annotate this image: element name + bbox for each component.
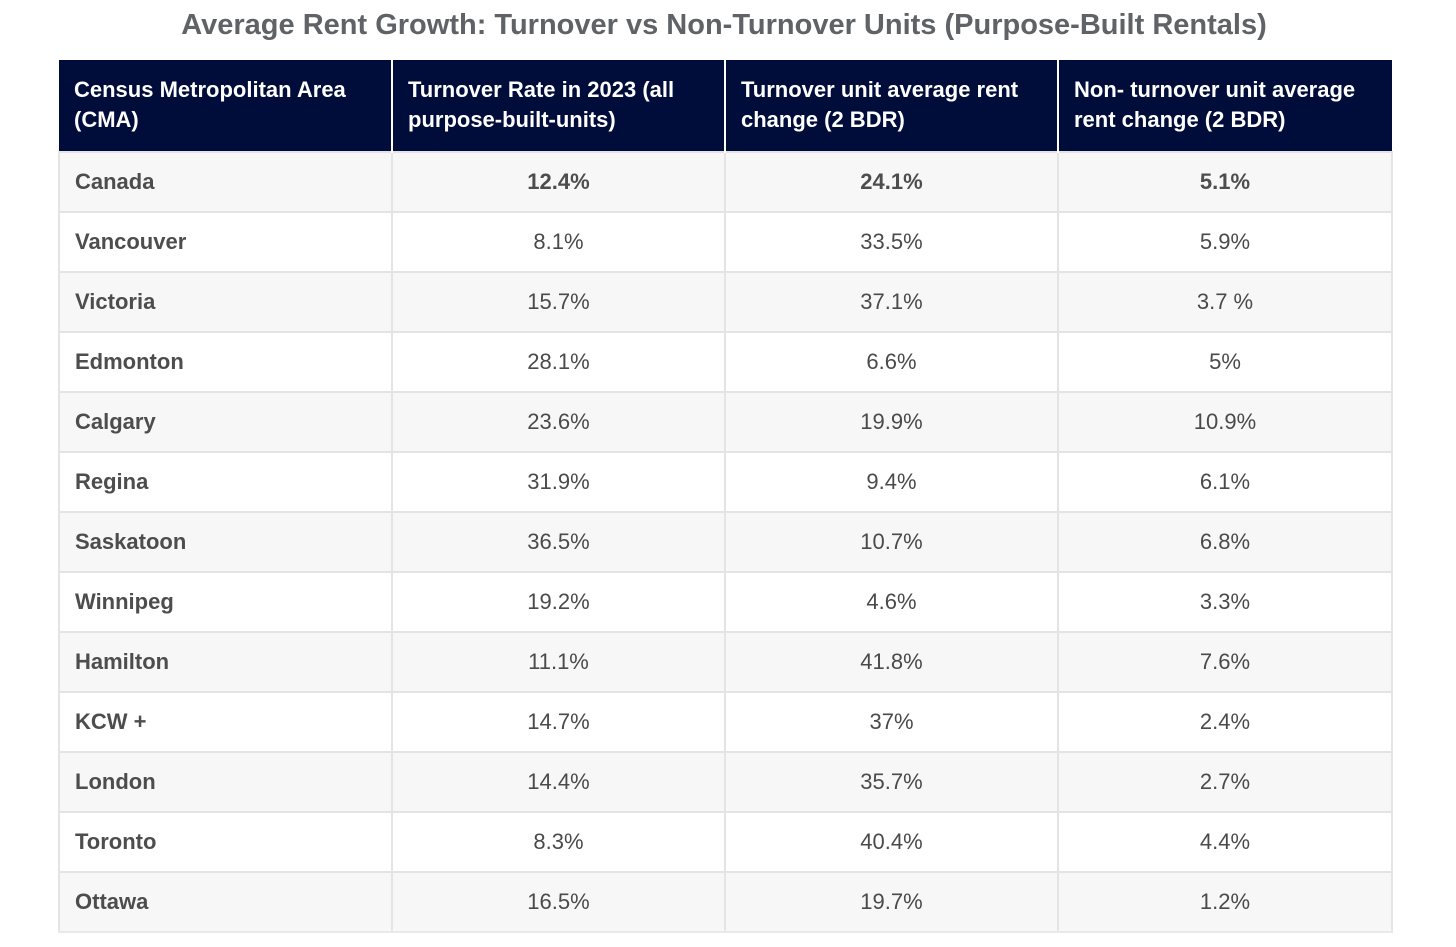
non-turnover-change-cell: 10.9% (1057, 391, 1393, 453)
turnover-change-cell: 24.1% (724, 151, 1059, 213)
turnover-rate-cell: 31.9% (391, 451, 726, 513)
turnover-rate-cell: 36.5% (391, 511, 726, 573)
turnover-change-cell: 40.4% (724, 811, 1059, 873)
cma-name-cell: Winnipeg (58, 571, 393, 633)
turnover-change-cell: 4.6% (724, 571, 1059, 633)
table-row: Ottawa 16.5% 19.7% 1.2% (58, 871, 1393, 933)
turnover-rate-cell: 23.6% (391, 391, 726, 453)
turnover-change-cell: 33.5% (724, 211, 1059, 273)
cma-name-cell: KCW + (58, 691, 393, 753)
turnover-change-cell: 9.4% (724, 451, 1059, 513)
cma-name-cell: Toronto (58, 811, 393, 873)
table-row: Saskatoon 36.5% 10.7% 6.8% (58, 511, 1393, 573)
turnover-change-cell: 10.7% (724, 511, 1059, 573)
table-row: Vancouver 8.1% 33.5% 5.9% (58, 211, 1393, 273)
non-turnover-change-cell: 3.7 % (1057, 271, 1393, 333)
turnover-change-cell: 41.8% (724, 631, 1059, 693)
cma-name-cell: Hamilton (58, 631, 393, 693)
table-row: London 14.4% 35.7% 2.7% (58, 751, 1393, 813)
turnover-rate-cell: 19.2% (391, 571, 726, 633)
column-header-turnover-change: Turnover unit average rent change (2 BDR… (725, 60, 1059, 152)
turnover-change-cell: 37.1% (724, 271, 1059, 333)
table-row: Winnipeg 19.2% 4.6% 3.3% (58, 571, 1393, 633)
header-row: Census Metropolitan Area (CMA) Turnover … (59, 60, 1392, 152)
non-turnover-change-cell: 2.4% (1057, 691, 1393, 753)
non-turnover-change-cell: 4.4% (1057, 811, 1393, 873)
table-title: Average Rent Growth: Turnover vs Non-Tur… (181, 9, 1267, 41)
rent-growth-table-container: Census Metropolitan Area (CMA) Turnover … (58, 60, 1393, 933)
non-turnover-change-cell: 7.6% (1057, 631, 1393, 693)
turnover-change-cell: 19.7% (724, 871, 1059, 933)
table-row: Victoria 15.7% 37.1% 3.7 % (58, 271, 1393, 333)
table-row: Toronto 8.3% 40.4% 4.4% (58, 811, 1393, 873)
turnover-change-cell: 6.6% (724, 331, 1059, 393)
non-turnover-change-cell: 6.1% (1057, 451, 1393, 513)
column-header-turnover-rate: Turnover Rate in 2023 (all purpose-built… (392, 60, 726, 152)
non-turnover-change-cell: 2.7% (1057, 751, 1393, 813)
turnover-rate-cell: 14.7% (391, 691, 726, 753)
non-turnover-change-cell: 3.3% (1057, 571, 1393, 633)
table-row: Canada 12.4% 24.1% 5.1% (58, 151, 1393, 213)
turnover-rate-cell: 8.3% (391, 811, 726, 873)
table-header: Census Metropolitan Area (CMA) Turnover … (59, 60, 1392, 152)
cma-name-cell: Vancouver (58, 211, 393, 273)
turnover-change-cell: 37% (724, 691, 1059, 753)
turnover-rate-cell: 12.4% (391, 151, 726, 213)
cma-name-cell: Regina (58, 451, 393, 513)
turnover-change-cell: 19.9% (724, 391, 1059, 453)
rent-growth-table: Census Metropolitan Area (CMA) Turnover … (58, 60, 1393, 933)
non-turnover-change-cell: 6.8% (1057, 511, 1393, 573)
turnover-change-cell: 35.7% (724, 751, 1059, 813)
table-row: KCW +14.7% 37% 2.4% (58, 691, 1393, 753)
cma-name-cell: London (58, 751, 393, 813)
non-turnover-change-cell: 5.1% (1057, 151, 1393, 213)
cma-name-cell: Calgary (58, 391, 393, 453)
turnover-rate-cell: 14.4% (391, 751, 726, 813)
cma-name-cell: Edmonton (58, 331, 393, 393)
cma-name-cell: Canada (58, 151, 393, 213)
column-header-cma: Census Metropolitan Area (CMA) (59, 60, 393, 152)
turnover-rate-cell: 8.1% (391, 211, 726, 273)
cma-name-cell: Saskatoon (58, 511, 393, 573)
table-row: Calgary 23.6% 19.9% 10.9% (58, 391, 1393, 453)
table-body: Canada 12.4% 24.1% 5.1% Vancouver 8.1% 33.5% 5.… (58, 151, 1393, 933)
non-turnover-change-cell: 1.2% (1057, 871, 1393, 933)
column-header-non-turnover-change: Non- turnover unit average rent change (… (1058, 60, 1392, 152)
cma-name-cell: Victoria (58, 271, 393, 333)
turnover-rate-cell: 15.7% (391, 271, 726, 333)
turnover-rate-cell: 16.5% (391, 871, 726, 933)
turnover-rate-cell: 28.1% (391, 331, 726, 393)
table-row: Hamilton 11.1% 41.8% 7.6% (58, 631, 1393, 693)
turnover-rate-cell: 11.1% (391, 631, 726, 693)
table-row: Regina 31.9% 9.4% 6.1% (58, 451, 1393, 513)
table-row: Edmonton 28.1% 6.6% 5% (58, 331, 1393, 393)
non-turnover-change-cell: 5% (1057, 331, 1393, 393)
non-turnover-change-cell: 5.9% (1057, 211, 1393, 273)
cma-name-cell: Ottawa (58, 871, 393, 933)
